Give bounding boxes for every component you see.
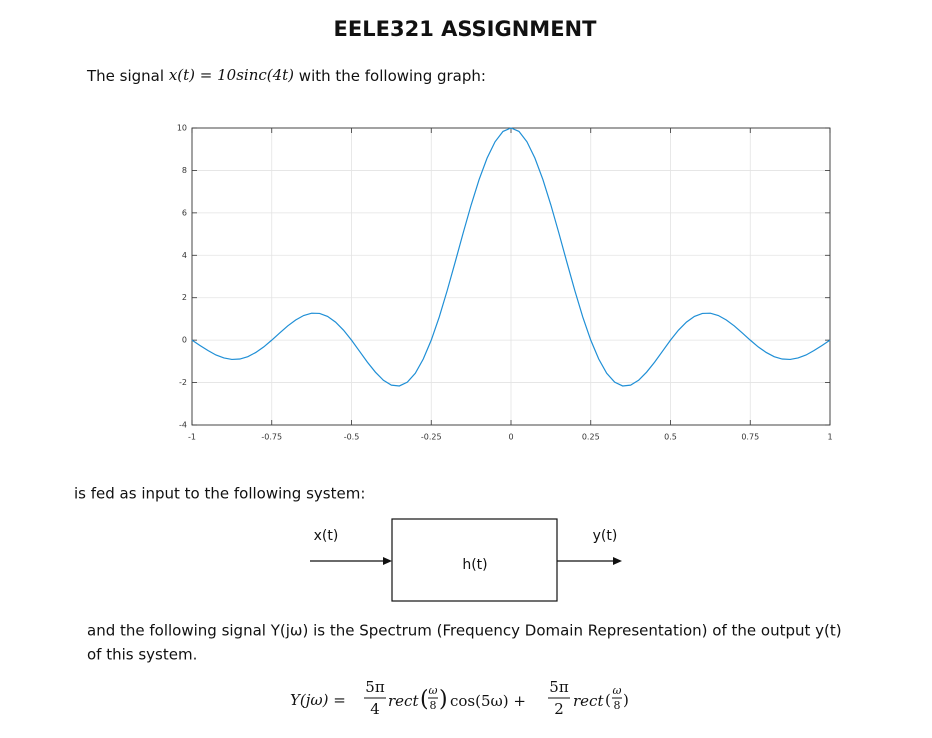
x-tick-label: 0.75 [741, 433, 759, 442]
fraction-denominator: 2 [554, 700, 564, 718]
system-intro: is fed as input to the following system: [74, 485, 365, 503]
equation: Y(jω) = 5π 4 rect ( ω 8 ) cos(5ω) + 5π 2… [290, 678, 629, 718]
x-tick-label: 0.25 [582, 433, 600, 442]
x-tick-label: -0.5 [344, 433, 360, 442]
x-tick-label: 0.5 [664, 433, 677, 442]
intro-prefix: The signal [86, 67, 169, 85]
paren: ( [605, 691, 611, 709]
intro: The signal x(t) = 10sinc(4t) with the fo… [86, 66, 486, 85]
y-tick-label: 0 [182, 336, 187, 345]
equation-mid: cos(5ω) + [450, 692, 526, 710]
y-tick-label: -2 [179, 378, 187, 387]
x-tick-label: -0.75 [261, 433, 282, 442]
fraction-denominator: 8 [614, 699, 621, 712]
y-tick-label: 10 [177, 124, 187, 133]
chart: -1 -0.75 -0.5 -0.25 0 0.25 0.5 0.75 1 -4 -2 0 2 4 6 8 10 [177, 124, 833, 442]
paren: ) [623, 691, 629, 709]
paren: ( [420, 687, 429, 712]
function-name: rect [573, 692, 604, 710]
fraction-numerator: ω [613, 684, 622, 697]
block-label: h(t) [462, 557, 487, 573]
output-label: y(t) [593, 528, 618, 544]
fraction-numerator: ω [429, 684, 438, 697]
y-tick-label: -4 [179, 421, 187, 430]
y-tick-label: 4 [182, 251, 187, 260]
x-tick-label: -1 [188, 433, 196, 442]
y-tick-label: 8 [182, 166, 187, 175]
paragraph-line: and the following signal Y(jω) is the Sp… [87, 622, 842, 640]
signal-line [191, 127, 831, 387]
equation-lhs: Y(jω) = [290, 691, 346, 709]
x-tick-label: -0.25 [421, 433, 442, 442]
function-name: rect [388, 692, 419, 710]
fraction-denominator: 8 [430, 699, 437, 712]
x-tick-label: 0 [508, 433, 513, 442]
paren: ) [439, 687, 448, 712]
intro-suffix: with the following graph: [294, 67, 486, 85]
intro-math: x(t) = 10sinc(4t) [169, 66, 294, 84]
arrow-head [383, 557, 392, 565]
system-block [391, 518, 558, 602]
fraction-numerator: 5π [549, 678, 569, 696]
arrow-head [613, 557, 622, 565]
y-tick-label: 6 [182, 208, 187, 217]
input-label: x(t) [314, 528, 339, 544]
fraction-numerator: 5π [365, 678, 385, 696]
title: EELE321 ASSIGNMENT [334, 17, 598, 41]
fraction-denominator: 4 [370, 700, 380, 718]
paragraph-line: of this system. [87, 646, 197, 664]
block-diagram: x(t) h(t) y(t) [310, 518, 622, 602]
y-tick-label: 2 [182, 293, 187, 302]
x-tick-label: 1 [827, 433, 832, 442]
